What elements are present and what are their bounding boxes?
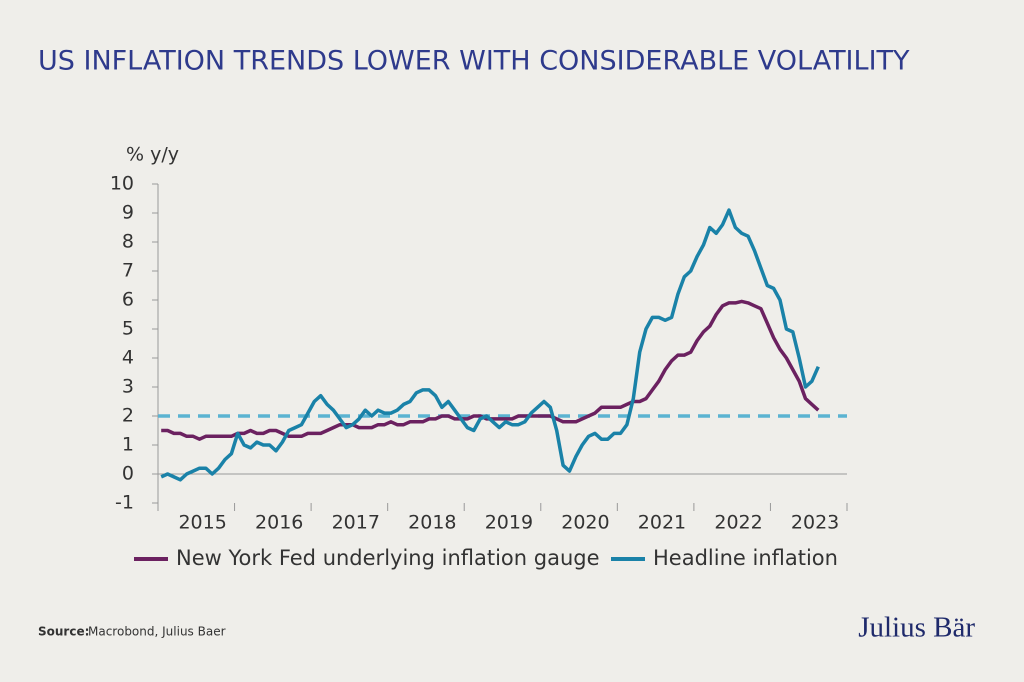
x-tick-label: 2016 (255, 512, 303, 534)
y-tick-label: 10 (110, 173, 134, 195)
x-tick-label: 2022 (714, 512, 762, 534)
y-tick-label: 5 (122, 318, 134, 340)
series-line (160, 208, 820, 482)
x-tick-label: 2018 (408, 512, 456, 534)
y-tick-label: 4 (122, 347, 134, 369)
y-tick-label: 8 (122, 231, 134, 253)
source-label: Source: (38, 625, 89, 639)
x-tick-label: 2020 (561, 512, 609, 534)
y-tick-label: 2 (122, 405, 134, 427)
x-tick-label: 2023 (791, 512, 839, 534)
y-tick-label: 3 (122, 376, 134, 398)
y-tick-label: 1 (122, 434, 134, 456)
x-tick-label: 2021 (638, 512, 686, 534)
y-axis-label: % y/y (126, 144, 179, 166)
source: Macrobond, Julius Baer (88, 625, 226, 639)
y-tick-label: 9 (122, 202, 134, 224)
x-tick-label: 2019 (485, 512, 533, 534)
y-tick-label: -1 (115, 492, 134, 514)
y-tick-label: 0 (122, 463, 134, 485)
legend-label: New York Fed underlying inflation gauge (176, 546, 600, 570)
x-tick-label: 2015 (178, 512, 226, 534)
x-tick-label: 2017 (332, 512, 380, 534)
chart-title: US INFLATION TRENDS LOWER WITH CONSIDERA… (38, 46, 910, 77)
y-tick-label: 6 (122, 289, 134, 311)
brand-logo: Julius Bär (858, 612, 975, 644)
legend-label: Headline inflation (653, 546, 838, 570)
y-tick-label: 7 (122, 260, 134, 282)
